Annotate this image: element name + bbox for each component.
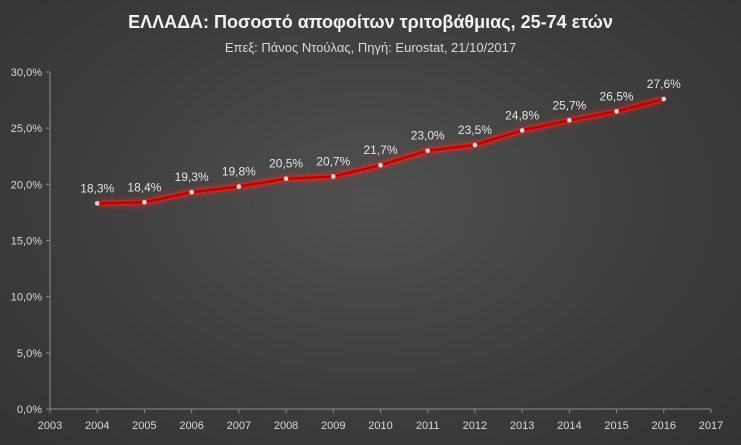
data-label: 21,7%: [363, 143, 397, 157]
x-tick-label: 2014: [557, 420, 581, 432]
data-label: 23,5%: [458, 123, 492, 137]
data-point: [378, 162, 383, 168]
x-tick-label: 2012: [463, 420, 487, 432]
data-point: [661, 96, 667, 102]
data-point: [614, 109, 619, 114]
x-tick-label: 2004: [85, 420, 109, 432]
data-label: 27,6%: [647, 77, 681, 91]
data-label: 19,8%: [222, 165, 256, 179]
data-point: [142, 200, 147, 205]
data-label: 18,3%: [80, 181, 114, 195]
data-label: 20,7%: [316, 154, 350, 168]
x-tick-label: 2006: [179, 420, 203, 432]
data-label: 18,4%: [127, 180, 161, 194]
data-label: 20,5%: [269, 157, 303, 171]
x-tick-label: 2007: [227, 420, 251, 432]
x-tick-label: 2015: [604, 420, 628, 432]
data-point: [519, 128, 525, 133]
data-label: 23,0%: [411, 129, 445, 143]
x-tick-label: 2003: [38, 420, 62, 432]
x-tick-label: 2008: [274, 420, 298, 432]
y-tick-label: 10,0%: [11, 292, 42, 304]
data-point: [189, 189, 194, 195]
y-tick-label: 5,0%: [17, 348, 42, 360]
y-tick-label: 0,0%: [17, 404, 42, 416]
data-point: [330, 174, 336, 179]
y-tick-label: 30,0%: [11, 67, 42, 79]
x-tick-label: 2010: [368, 420, 392, 432]
x-tick-label: 2005: [132, 420, 156, 432]
data-label: 19,3%: [175, 170, 209, 184]
chart-subtitle: Επεξ: Πάνος Ντούλας, Πηγή: Eurostat, 21/…: [224, 40, 517, 55]
data-point: [472, 142, 478, 148]
chart-title: ΕΛΛΑΔΑ: Ποσοστό αποφοίτων τριτοβάθμιας, …: [128, 12, 613, 32]
data-point: [94, 201, 100, 206]
x-tick-label: 2017: [699, 420, 723, 432]
y-tick-label: 20,0%: [11, 179, 42, 191]
x-tick-label: 2011: [416, 420, 440, 432]
data-point: [283, 176, 289, 182]
data-label: 24,8%: [505, 108, 539, 122]
data-point: [236, 184, 242, 189]
x-tick-label: 2009: [321, 420, 345, 432]
data-label: 26,5%: [600, 89, 634, 103]
x-tick-label: 2016: [652, 420, 676, 432]
data-point: [425, 148, 431, 153]
data-point: [567, 118, 572, 123]
y-tick-label: 25,0%: [11, 123, 42, 135]
y-tick-label: 15,0%: [11, 236, 42, 248]
x-tick-label: 2013: [510, 420, 534, 432]
data-label: 25,7%: [552, 98, 586, 112]
